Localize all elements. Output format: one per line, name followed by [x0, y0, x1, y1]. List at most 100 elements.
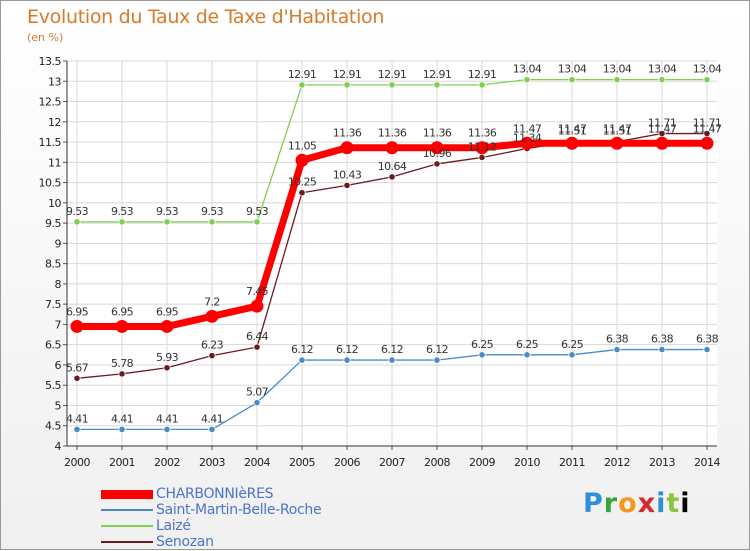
x-tick-label: 2013 [649, 456, 675, 469]
x-tick-label: 2000 [64, 456, 90, 469]
x-tick-label: 2010 [514, 456, 540, 469]
data-label: 11.47 [558, 122, 587, 135]
data-label: 13.04 [693, 63, 722, 76]
data-label: 6.12 [426, 343, 448, 356]
data-point [523, 76, 531, 84]
data-label: 6.44 [246, 330, 269, 343]
data-point [433, 81, 441, 89]
data-point [475, 141, 489, 155]
data-label: 6.25 [516, 338, 539, 351]
x-tick-label: 2001 [109, 456, 135, 469]
data-point [118, 425, 126, 433]
y-tick-label: 9.5 [45, 217, 61, 230]
y-tick-label: 12.5 [39, 96, 62, 109]
data-point [298, 81, 306, 89]
data-label: 9.53 [246, 205, 269, 218]
data-point [253, 343, 261, 351]
data-point [73, 218, 81, 226]
legend-swatch [101, 525, 153, 527]
legend-label: Laizé [156, 518, 191, 534]
y-tick-label: 4 [55, 440, 62, 453]
data-label: 11.36 [468, 127, 497, 140]
data-point [478, 81, 486, 89]
data-point [343, 181, 351, 190]
data-label: 6.12 [381, 343, 403, 356]
y-tick-label: 8.5 [45, 258, 61, 271]
data-point [658, 129, 666, 138]
data-point [250, 299, 264, 313]
data-label: 11.47 [648, 122, 677, 135]
x-tick-label: 2005 [289, 456, 315, 469]
data-label: 10.96 [423, 147, 452, 160]
data-label: 11.71 [693, 117, 722, 130]
data-point [298, 189, 306, 197]
data-label: 6.23 [201, 339, 224, 352]
legend-swatch [101, 489, 153, 499]
data-point [613, 76, 621, 84]
data-point [208, 352, 216, 360]
legend-item: Senozan [101, 534, 321, 550]
data-label: 6.38 [651, 333, 674, 346]
x-tick-label: 2003 [199, 456, 225, 469]
data-point [700, 136, 714, 150]
legend-label: Senozan [156, 534, 214, 550]
data-label: 11.47 [693, 122, 722, 135]
data-label: 7.2 [204, 295, 220, 308]
data-point [253, 399, 261, 407]
data-label: 12.91 [468, 68, 497, 81]
data-point [565, 136, 579, 150]
y-tick-label: 8 [55, 278, 62, 291]
data-label: 11.47 [513, 122, 542, 135]
x-tick-label: 2008 [424, 456, 450, 469]
data-point [478, 351, 486, 359]
data-label: 12.91 [423, 68, 452, 81]
data-label: 13.04 [603, 63, 632, 76]
data-label: 11.36 [333, 127, 362, 140]
data-label: 13.04 [558, 63, 587, 76]
data-label: 5.67 [66, 361, 89, 374]
data-label: 6.95 [66, 305, 89, 318]
proxiti-logo: Proxiti [583, 488, 691, 519]
data-point [655, 136, 669, 150]
x-tick-label: 2007 [379, 456, 405, 469]
data-label: 9.53 [201, 205, 224, 218]
data-label: 6.12 [336, 343, 358, 356]
y-tick-label: 10 [48, 197, 61, 210]
data-label: 6.38 [696, 333, 719, 346]
data-label: 6.25 [471, 338, 494, 351]
data-label: 4.41 [201, 412, 223, 425]
data-point [388, 81, 396, 89]
data-label: 6.25 [561, 338, 584, 351]
data-label: 4.41 [156, 412, 178, 425]
data-point [73, 425, 81, 433]
data-label: 11.05 [288, 139, 317, 152]
data-point [253, 218, 261, 226]
data-point [610, 136, 624, 150]
legend-item: CHARBONNIèRES [101, 486, 321, 502]
data-label: 11.36 [378, 127, 407, 140]
data-label: 10.64 [378, 160, 407, 173]
data-point [115, 319, 129, 333]
data-point [163, 364, 171, 372]
x-tick-label: 2004 [244, 456, 270, 469]
data-point [208, 218, 216, 226]
y-tick-label: 12 [48, 116, 61, 129]
data-label: 9.53 [156, 205, 179, 218]
data-label: 10.43 [333, 168, 362, 181]
y-tick-label: 7 [55, 318, 62, 331]
legend-label: CHARBONNIèRES [156, 486, 274, 502]
legend-label: Saint-Martin-Belle-Roche [156, 502, 322, 518]
data-point [703, 345, 711, 354]
data-label: 4.41 [111, 412, 133, 425]
chart-subtitle: (en %) [27, 31, 64, 44]
data-point [433, 160, 441, 168]
data-label: 11.51 [558, 125, 587, 138]
legend-swatch [101, 509, 153, 511]
y-tick-label: 5.5 [45, 379, 61, 392]
x-tick-label: 2002 [154, 456, 180, 469]
y-tick-label: 10.5 [39, 177, 62, 190]
y-tick-label: 9 [55, 237, 62, 250]
data-label: 12.91 [333, 68, 362, 81]
